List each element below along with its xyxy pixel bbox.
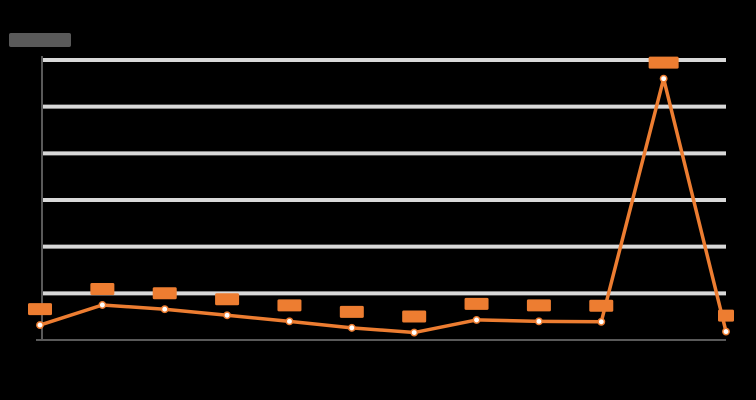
data-point-10 <box>659 74 668 83</box>
axes <box>36 56 726 341</box>
data-point-1 <box>98 301 107 309</box>
series-line-0 <box>38 76 728 335</box>
data-label-box-7 <box>464 297 489 310</box>
ylabel-box <box>9 33 71 47</box>
data-point-2 <box>160 305 169 314</box>
data-label-box-6 <box>402 310 427 323</box>
data-label-box-2 <box>152 287 177 300</box>
data-label-box-3 <box>215 293 240 306</box>
data-label-box-5 <box>339 305 364 318</box>
data-point-4 <box>285 317 294 326</box>
data-point-8 <box>534 317 543 326</box>
data-label-box-0 <box>28 303 52 316</box>
data-point-5 <box>347 323 356 332</box>
data-point-9 <box>597 317 606 326</box>
data-labels <box>28 56 734 323</box>
series <box>36 74 730 337</box>
data-point-3 <box>223 311 232 320</box>
data-point-11 <box>722 327 730 336</box>
data-label-box-11 <box>718 309 734 322</box>
data-point-7 <box>472 315 481 324</box>
data-point-0 <box>36 321 44 330</box>
gridlines <box>42 58 726 296</box>
data-label-box-9 <box>589 299 614 312</box>
data-label-box-8 <box>526 299 551 312</box>
data-label-box-10 <box>648 56 679 69</box>
data-label-box-4 <box>277 299 302 312</box>
data-label-box-1 <box>90 283 115 295</box>
data-point-6 <box>410 328 419 337</box>
